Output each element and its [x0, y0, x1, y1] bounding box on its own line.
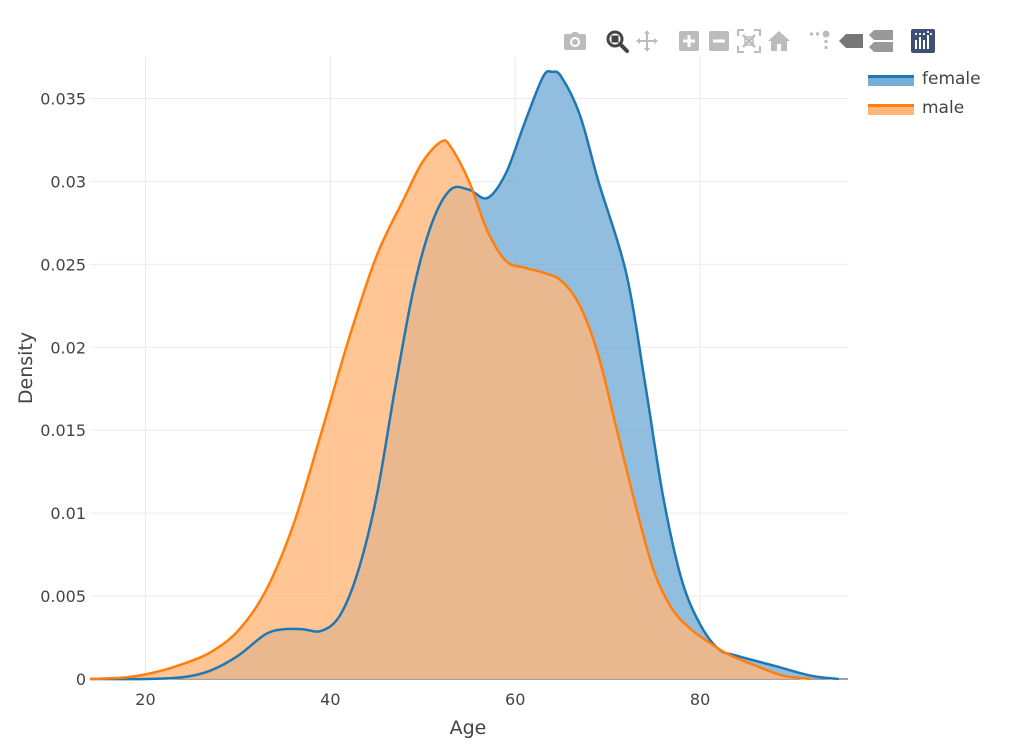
y-axis-title: Density: [15, 332, 37, 404]
line-female[interactable]: [89, 69, 839, 681]
legend-item-male[interactable]: male: [868, 93, 981, 122]
y-tick-labels: 0 0.005 0.01 0.015 0.02 0.025 0.03 0.035: [40, 89, 86, 689]
legend: female male: [868, 64, 981, 122]
x-tick-label: 40: [320, 690, 340, 709]
density-areas: [90, 71, 839, 680]
x-axis-title: Age: [450, 717, 487, 739]
zoom-out-icon[interactable]: [704, 26, 734, 56]
legend-swatch-male: [868, 101, 914, 115]
legend-swatch-female: [868, 72, 914, 86]
pan-icon[interactable]: [632, 26, 662, 56]
legend-item-female[interactable]: female: [868, 64, 981, 93]
hover-compare-icon[interactable]: [866, 26, 896, 56]
x-tick-label: 60: [505, 690, 525, 709]
x-tick-labels: 20 40 60 80: [135, 690, 710, 709]
y-tick-label: 0.005: [40, 587, 86, 606]
y-tick-label: 0.015: [40, 421, 86, 440]
line-male[interactable]: [89, 139, 812, 681]
x-tick-label: 80: [690, 690, 710, 709]
density-lines: [89, 69, 839, 681]
plotly-logo-icon[interactable]: [908, 26, 938, 56]
y-tick-label: 0.01: [50, 504, 86, 523]
camera-icon[interactable]: [560, 26, 590, 56]
y-tick-label: 0.02: [50, 338, 86, 357]
x-tick-label: 20: [135, 690, 155, 709]
autoscale-icon[interactable]: [734, 26, 764, 56]
y-tick-label: 0.03: [50, 172, 86, 191]
spike-lines-icon[interactable]: [806, 26, 836, 56]
area-male[interactable]: [90, 140, 811, 680]
reset-axes-icon[interactable]: [764, 26, 794, 56]
y-tick-label: 0: [76, 670, 86, 689]
hover-closest-icon[interactable]: [836, 26, 866, 56]
zoom-in-icon[interactable]: [674, 26, 704, 56]
zoom-icon[interactable]: [602, 26, 632, 56]
y-tick-label: 0.025: [40, 255, 86, 274]
legend-label-male: male: [922, 97, 965, 118]
modebar: [560, 26, 938, 56]
legend-label-female: female: [922, 68, 981, 89]
y-tick-label: 0.035: [40, 89, 86, 108]
